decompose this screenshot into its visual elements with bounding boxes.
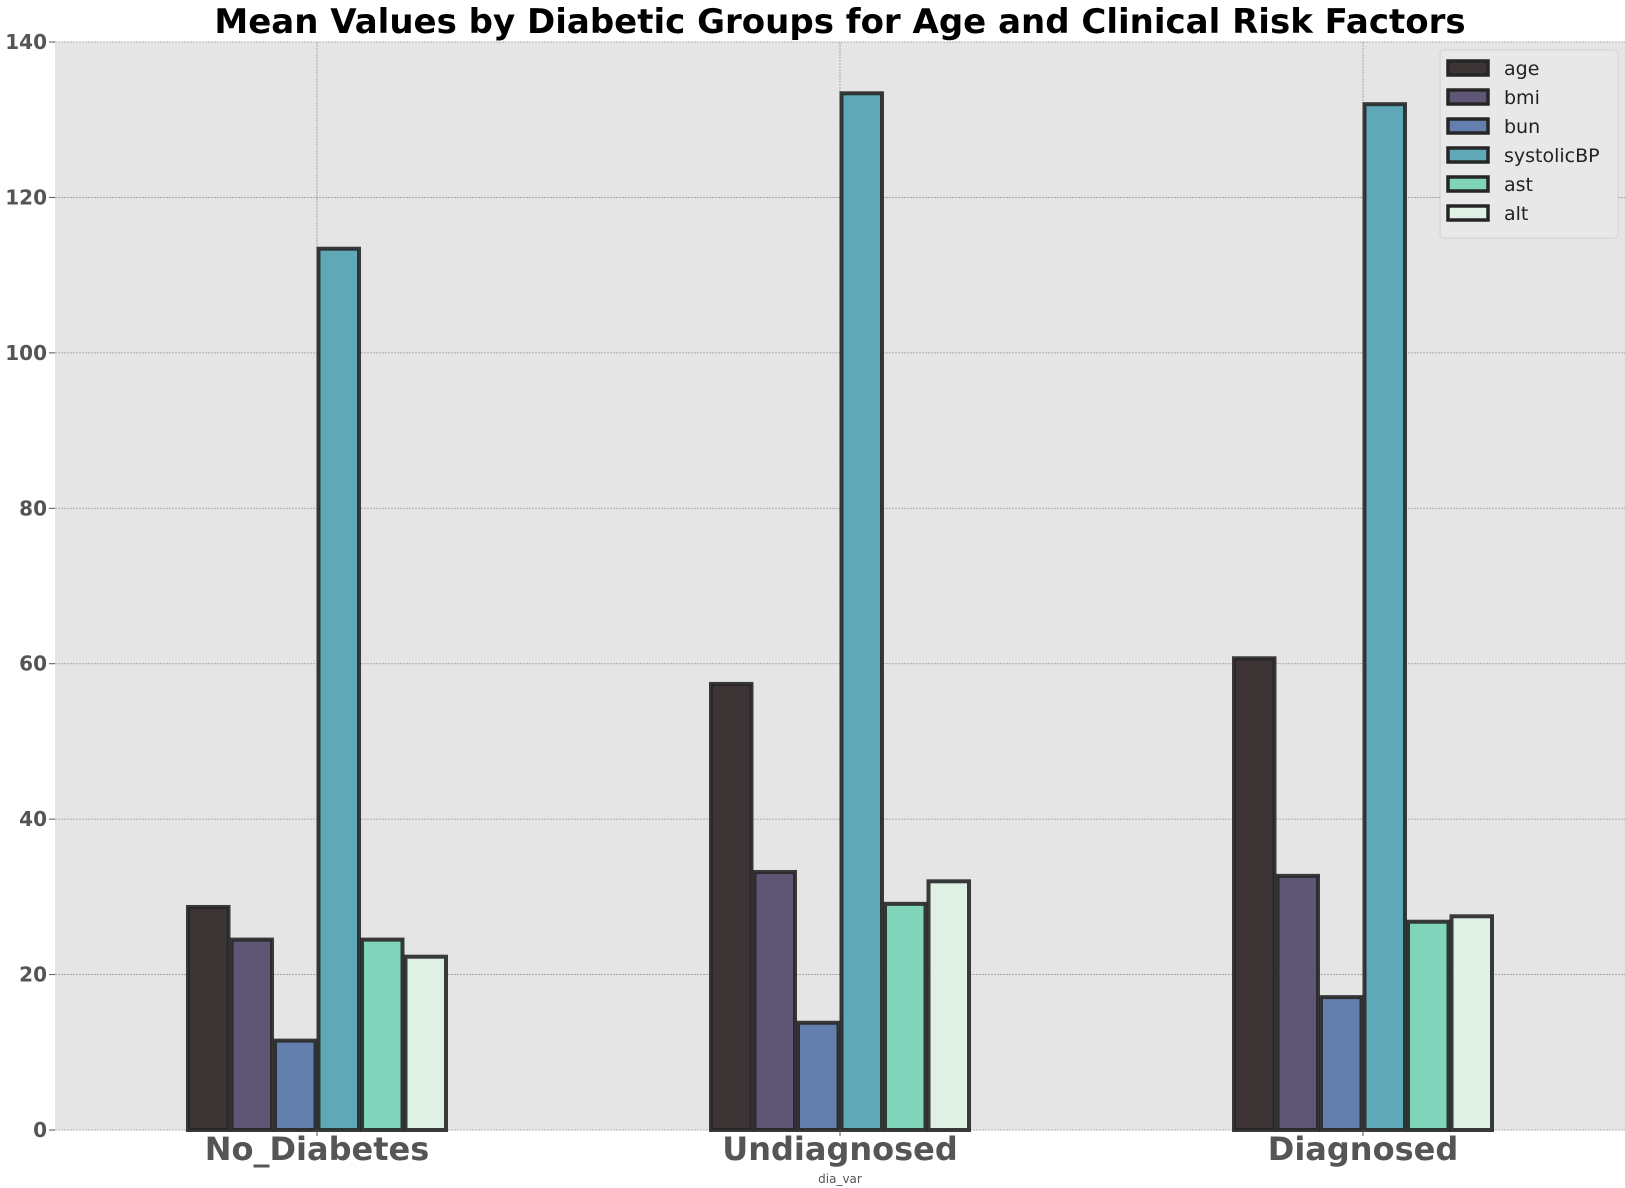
x-tick-label: No_Diabetes <box>205 1130 430 1168</box>
chart-title: Mean Values by Diabetic Groups for Age a… <box>214 2 1465 42</box>
bar-ast-diagnosed <box>1406 919 1451 1132</box>
legend-swatch-ast <box>1446 175 1490 193</box>
y-tick-label: 0 <box>33 1118 47 1142</box>
bar-ast-no_diabetes <box>360 937 405 1132</box>
y-tick-label: 120 <box>5 185 47 209</box>
bar-age-diagnosed <box>1232 656 1277 1132</box>
x-axis-label: dia_var <box>818 1172 862 1186</box>
legend-swatch-systolicBP <box>1446 146 1490 164</box>
bar-bun-diagnosed <box>1319 995 1364 1133</box>
legend-label-bmi: bmi <box>1504 87 1540 109</box>
bar-age-undiagnosed <box>709 681 754 1132</box>
bar-bun-undiagnosed <box>796 1020 841 1132</box>
legend-swatch-bun <box>1446 117 1490 135</box>
legend-swatch-alt <box>1446 204 1490 222</box>
y-tick-label: 80 <box>19 496 47 520</box>
legend-label-bun: bun <box>1504 116 1540 138</box>
bar-bmi-diagnosed <box>1275 873 1320 1132</box>
legend-label-systolicBP: systolicBP <box>1504 145 1600 167</box>
y-tick-label: 20 <box>19 963 47 987</box>
bar-systolicBP-undiagnosed <box>839 91 884 1133</box>
x-axis-ticks: No_Diabetes Undiagnosed Diagnosed <box>205 1130 1458 1168</box>
y-tick-label: 100 <box>5 341 47 365</box>
bar-systolicBP-no_diabetes <box>316 246 361 1133</box>
bar-alt-no_diabetes <box>403 954 448 1132</box>
legend-swatch-age <box>1446 59 1490 77</box>
bar-bun-no_diabetes <box>273 1038 318 1132</box>
bar-bmi-undiagnosed <box>752 869 797 1132</box>
bar-bmi-no_diabetes <box>229 937 274 1132</box>
bar-alt-undiagnosed <box>926 879 971 1132</box>
y-tick-label: 140 <box>5 30 47 54</box>
x-tick-label: Diagnosed <box>1268 1130 1458 1168</box>
bar-ast-undiagnosed <box>883 901 928 1133</box>
y-tick-label: 60 <box>19 652 47 676</box>
legend-swatch-bmi <box>1446 88 1490 106</box>
y-tick-label: 40 <box>19 807 47 831</box>
y-axis-ticks: 0 20 40 60 80 100 120 140 <box>5 30 55 1142</box>
bar-age-no_diabetes <box>186 904 231 1133</box>
legend: age bmi bun systolicBP ast alt <box>1439 49 1619 239</box>
legend-label-alt: alt <box>1504 203 1528 225</box>
bars <box>186 91 1494 1133</box>
bar-alt-diagnosed <box>1449 914 1494 1132</box>
legend-label-ast: ast <box>1504 174 1533 196</box>
x-tick-label: Undiagnosed <box>722 1130 958 1168</box>
legend-label-age: age <box>1504 58 1539 80</box>
bar-systolicBP-diagnosed <box>1362 102 1407 1133</box>
